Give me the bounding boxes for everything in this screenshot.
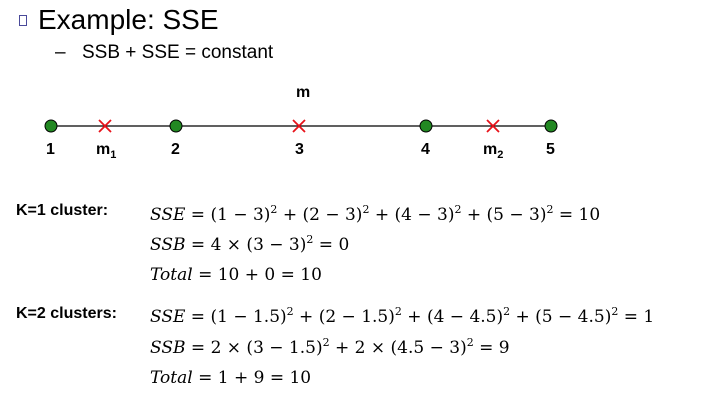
centroid-marks xyxy=(98,119,500,133)
k2-ssb-equation: SSB = 2 × (3 − 1.5)2 + 2 × (4.5 − 3)2 = … xyxy=(150,336,510,358)
point-2 xyxy=(169,119,183,133)
point-1-label: 1 xyxy=(46,141,55,158)
point-4 xyxy=(419,119,433,133)
point-4-label: 4 xyxy=(421,141,430,158)
slide-subtitle: SSB + SSE = constant xyxy=(82,42,274,63)
point-5-label: 5 xyxy=(546,141,555,158)
k1-sse-equation: SSE = (1 − 3)2 + (2 − 3)2 + (4 − 3)2 + (… xyxy=(150,203,601,225)
centroid-m-label: m xyxy=(296,84,311,101)
k2-label: K=2 clusters: xyxy=(16,305,117,322)
centroid-m-mark xyxy=(292,119,306,133)
k2-sse-equation: SSE = (1 − 1.5)2 + (2 − 1.5)2 + (4 − 4.5… xyxy=(150,305,655,327)
title-bullet-icon xyxy=(19,15,27,26)
centroid-m1-mark xyxy=(98,119,112,133)
point-3-label: 3 xyxy=(295,141,304,158)
cluster-points xyxy=(44,119,558,133)
k2-total-equation: Total = 1 + 9 = 10 xyxy=(150,368,312,388)
point-5 xyxy=(544,119,558,133)
centroid-m1-label: m1 xyxy=(96,141,117,161)
subtitle-dash: – xyxy=(55,42,66,63)
centroid-m2-label: m2 xyxy=(483,141,504,161)
point-2-label: 2 xyxy=(171,141,180,158)
k1-ssb-equation: SSB = 4 × (3 − 3)2 = 0 xyxy=(150,233,350,255)
slide-title: Example: SSE xyxy=(38,4,219,35)
centroid-m2-mark xyxy=(486,119,500,133)
k1-label: K=1 cluster: xyxy=(16,202,109,219)
point-1 xyxy=(44,119,58,133)
k1-total-equation: Total = 10 + 0 = 10 xyxy=(150,265,322,285)
